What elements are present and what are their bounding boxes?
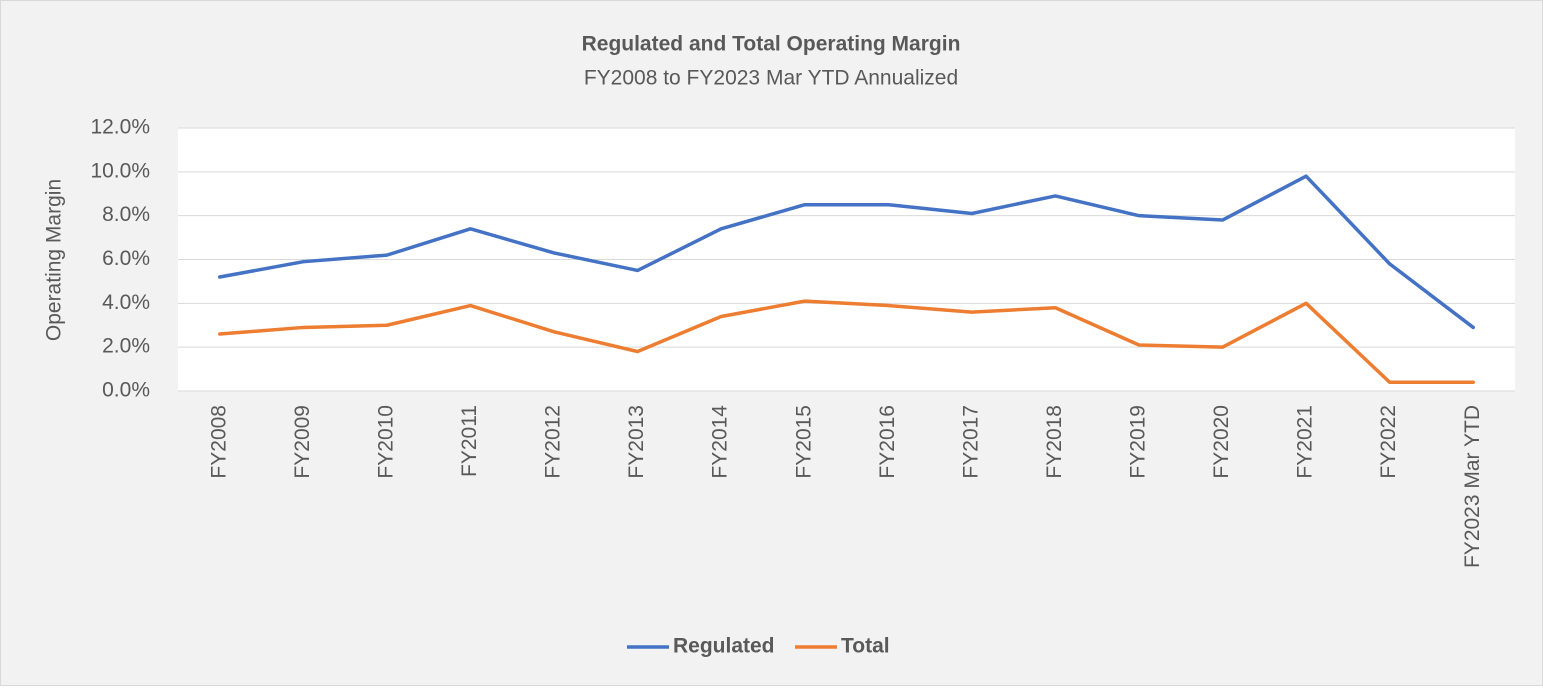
y-tick-label: 0.0% — [102, 379, 150, 402]
x-tick-label: FY2010 — [374, 405, 397, 479]
x-tick-label: FY2014 — [709, 405, 732, 479]
y-tick-label: 8.0% — [102, 203, 150, 226]
series-line — [218, 174, 1475, 330]
chart-subtitle: FY2008 to FY2023 Mar YTD Annualized — [584, 67, 958, 90]
y-tick-label: 2.0% — [102, 335, 150, 358]
series-line — [218, 299, 1475, 384]
y-axis-label: Operating Margin — [43, 179, 66, 341]
legend-label: Total — [841, 635, 890, 658]
y-tick-label: 12.0% — [90, 116, 150, 139]
x-tick-label: FY2011 — [458, 405, 481, 477]
x-tick-label: FY2023 Mar YTD — [1461, 405, 1484, 568]
x-tick-label: FY2009 — [291, 405, 314, 479]
x-tick-label: FY2015 — [792, 405, 815, 479]
x-tick-label: FY2020 — [1210, 405, 1233, 479]
x-tick-label: FY2017 — [959, 405, 982, 479]
y-tick-label: 10.0% — [90, 159, 150, 182]
x-tick-label: FY2018 — [1043, 405, 1066, 479]
legend-label: Regulated — [673, 635, 775, 658]
x-tick-label: FY2019 — [1127, 405, 1150, 479]
x-tick-label: FY2012 — [542, 405, 565, 479]
y-tick-label: 4.0% — [102, 291, 150, 314]
x-tick-label: FY2022 — [1377, 405, 1400, 479]
x-tick-label: FY2021 — [1294, 405, 1317, 479]
x-tick-label: FY2013 — [625, 405, 648, 479]
y-tick-label: 6.0% — [102, 247, 150, 270]
chart-title: Regulated and Total Operating Margin — [582, 33, 961, 56]
x-tick-label: FY2008 — [207, 405, 230, 479]
x-tick-label: FY2016 — [876, 405, 899, 479]
